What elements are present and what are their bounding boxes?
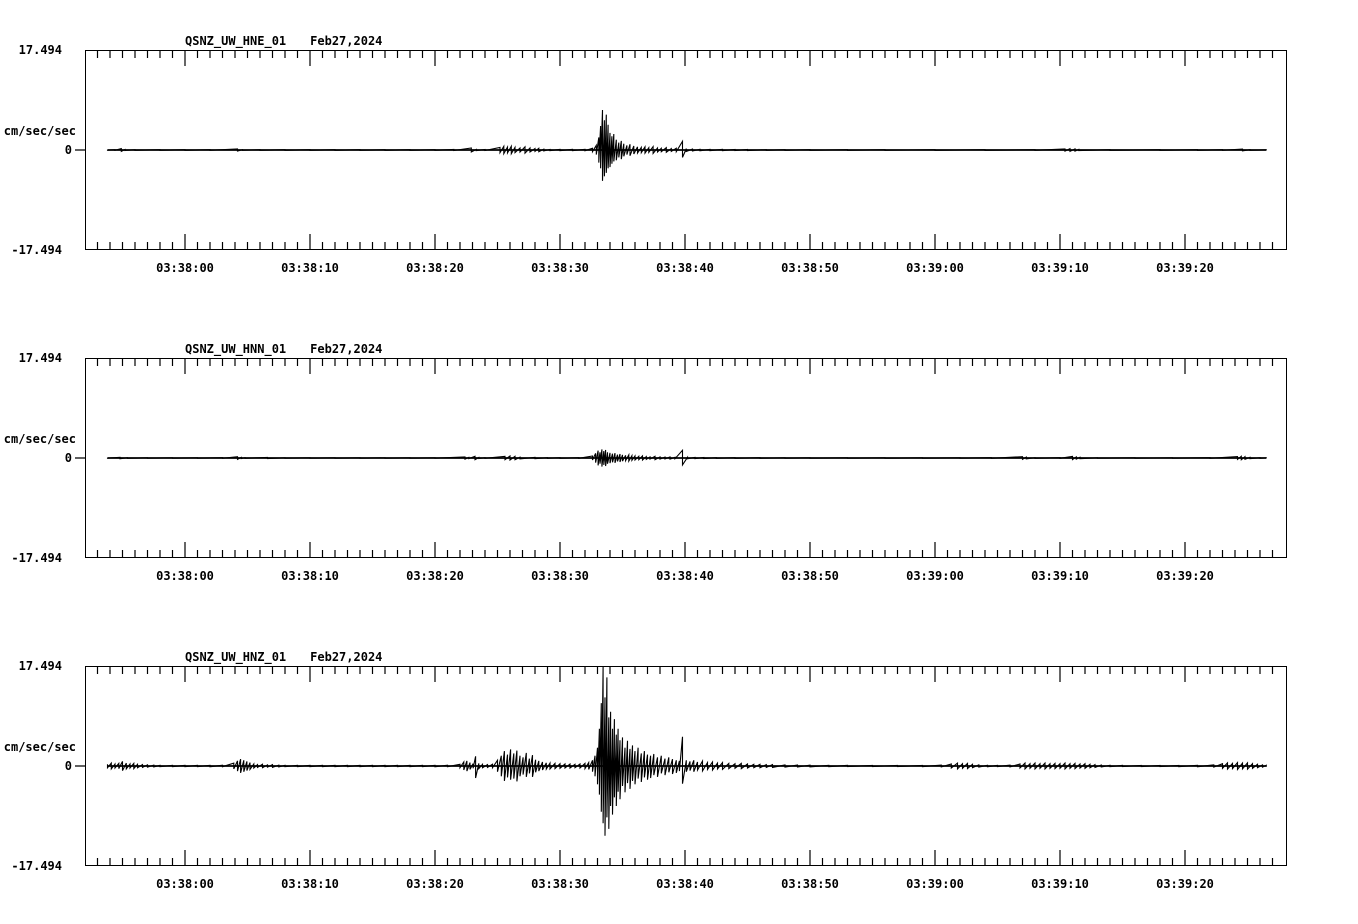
y-axis-max-label: 17.494 [18, 351, 62, 365]
seismogram-svg [75, 358, 1274, 558]
time-tick-label: 03:39:10 [1031, 877, 1089, 891]
y-axis-min-label: -17.494 [11, 551, 62, 565]
axis-ticks [75, 666, 1274, 866]
time-axis-labels: 03:38:00 03:38:10 03:38:20 03:38:30 03:38:40… [85, 666, 1287, 891]
seismogram-svg [75, 666, 1274, 866]
y-axis-units-label: cm/sec/sec [3, 124, 76, 138]
time-axis-labels: 03:38:00 03:38:10 03:38:20 03:38:30 03:38:40… [85, 358, 1287, 583]
time-tick-label: 03:38:50 [781, 261, 839, 275]
time-tick-label: 03:39:10 [1031, 261, 1089, 275]
seismogram-svg [75, 50, 1274, 250]
trace-waveform [106, 448, 1267, 467]
axis-ticks [75, 50, 1274, 250]
time-tick-label: 03:38:40 [656, 877, 714, 891]
time-tick-label: 03:38:10 [281, 877, 339, 891]
panel-title: QSNZ_UW_HNN_01 Feb27,2024 [185, 342, 382, 356]
station-id: QSNZ_UW_HNE_01 [185, 34, 287, 48]
time-tick-label: 03:38:50 [781, 877, 839, 891]
time-tick-label: 03:39:00 [906, 877, 964, 891]
axis-ticks [75, 358, 1274, 558]
time-tick-label: 03:38:30 [531, 569, 589, 583]
time-tick-label: 03:39:20 [1156, 877, 1214, 891]
y-axis-min-label: -17.494 [11, 859, 62, 873]
trace-waveform [106, 109, 1267, 181]
time-tick-label: 03:38:00 [156, 569, 214, 583]
plot-area: 03:38:00 03:38:10 03:38:20 03:38:30 03:38:40… [75, 358, 1287, 583]
time-tick-label: 03:38:20 [406, 569, 464, 583]
time-tick-label: 03:39:20 [1156, 261, 1214, 275]
time-tick-label: 03:38:10 [281, 261, 339, 275]
station-id: QSNZ_UW_HNN_01 [185, 342, 287, 356]
record-date: Feb27,2024 [310, 34, 383, 48]
trace-waveform [106, 666, 1267, 836]
time-tick-label: 03:38:00 [156, 261, 214, 275]
y-axis-zero-label: 0 [64, 143, 72, 157]
time-tick-label: 03:38:40 [656, 261, 714, 275]
panel-title: QSNZ_UW_HNZ_01 Feb27,2024 [185, 650, 382, 664]
y-axis-units-label: cm/sec/sec [3, 432, 76, 446]
time-tick-label: 03:38:40 [656, 569, 714, 583]
time-tick-label: 03:38:20 [406, 261, 464, 275]
y-axis-min-label: -17.494 [11, 243, 62, 257]
record-date: Feb27,2024 [310, 650, 383, 664]
plot-area: 03:38:00 03:38:10 03:38:20 03:38:30 03:38:40… [75, 666, 1287, 891]
time-tick-label: 03:39:00 [906, 261, 964, 275]
time-tick-label: 03:38:10 [281, 569, 339, 583]
time-tick-label: 03:39:00 [906, 569, 964, 583]
y-axis-max-label: 17.494 [18, 43, 62, 57]
station-id: QSNZ_UW_HNZ_01 [185, 650, 287, 664]
time-tick-label: 03:38:30 [531, 261, 589, 275]
panel-title: QSNZ_UW_HNE_01 Feb27,2024 [185, 34, 382, 48]
y-axis-zero-label: 0 [64, 759, 72, 773]
y-axis-units-label: cm/sec/sec [3, 740, 76, 754]
time-tick-label: 03:39:10 [1031, 569, 1089, 583]
time-axis-labels: 03:38:00 03:38:10 03:38:20 03:38:30 03:38:40… [85, 50, 1287, 275]
time-tick-label: 03:38:30 [531, 877, 589, 891]
y-axis-max-label: 17.494 [18, 659, 62, 673]
record-date: Feb27,2024 [310, 342, 383, 356]
plot-area: 03:38:00 03:38:10 03:38:20 03:38:30 03:38:40… [75, 50, 1287, 275]
time-tick-label: 03:38:00 [156, 877, 214, 891]
time-tick-label: 03:39:20 [1156, 569, 1214, 583]
time-tick-label: 03:38:20 [406, 877, 464, 891]
y-axis-zero-label: 0 [64, 451, 72, 465]
time-tick-label: 03:38:50 [781, 569, 839, 583]
